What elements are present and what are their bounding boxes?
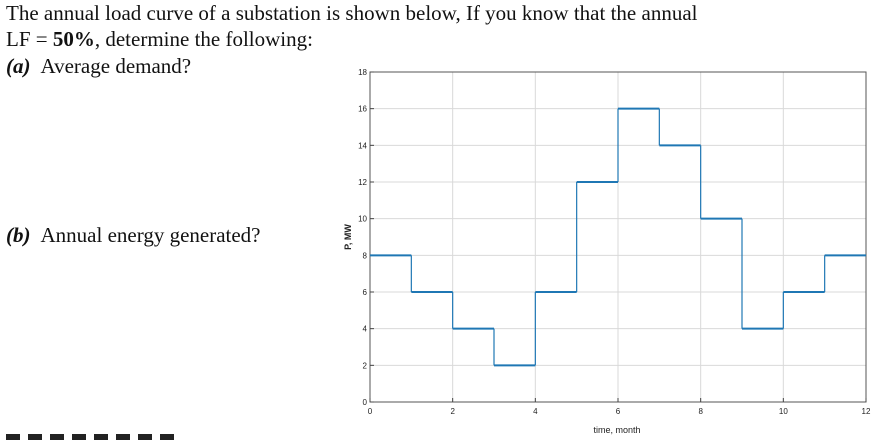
y-tick-label: 8 bbox=[363, 251, 368, 260]
cropped-next-line bbox=[6, 434, 176, 440]
x-tick-label: 4 bbox=[533, 407, 538, 416]
y-tick-label: 0 bbox=[363, 398, 368, 407]
y-tick-label: 16 bbox=[358, 105, 367, 114]
part-a-text: Average demand? bbox=[40, 54, 192, 78]
y-tick-label: 4 bbox=[363, 325, 368, 334]
chart-series bbox=[370, 107, 866, 367]
question-line-1: The annual load curve of a substation is… bbox=[6, 1, 698, 25]
y-tick-label: 10 bbox=[358, 215, 367, 224]
y-tick-label: 2 bbox=[363, 361, 368, 370]
lf-value: 50% bbox=[52, 27, 95, 51]
question-part-a: (a) Average demand? bbox=[6, 54, 191, 79]
question-line-2: LF = 50%, determine the following: bbox=[6, 27, 313, 52]
part-b-tag: (b) bbox=[6, 223, 31, 247]
x-tick-label: 12 bbox=[862, 407, 871, 416]
y-tick-label: 6 bbox=[363, 288, 368, 297]
part-b-text: Annual energy generated? bbox=[40, 223, 261, 247]
y-tick-label: 18 bbox=[358, 68, 367, 77]
question-part-b: (b) Annual energy generated? bbox=[6, 223, 261, 248]
lf-suffix: , determine the following: bbox=[94, 27, 313, 51]
part-a-tag: (a) bbox=[6, 54, 31, 78]
chart-ticks: 0 2 4 6 8 10 12 0 2 4 6 8 10 12 14 16 18 bbox=[358, 68, 871, 416]
y-axis-label: P, MW bbox=[343, 224, 353, 250]
lf-prefix: LF = bbox=[6, 27, 53, 51]
x-axis-label: time, month bbox=[593, 425, 640, 435]
x-tick-label: 2 bbox=[450, 407, 455, 416]
x-tick-label: 10 bbox=[779, 407, 788, 416]
y-tick-label: 14 bbox=[358, 141, 367, 150]
y-tick-label: 12 bbox=[358, 178, 367, 187]
x-tick-label: 0 bbox=[368, 407, 373, 416]
x-tick-label: 8 bbox=[698, 407, 703, 416]
x-tick-label: 6 bbox=[616, 407, 621, 416]
